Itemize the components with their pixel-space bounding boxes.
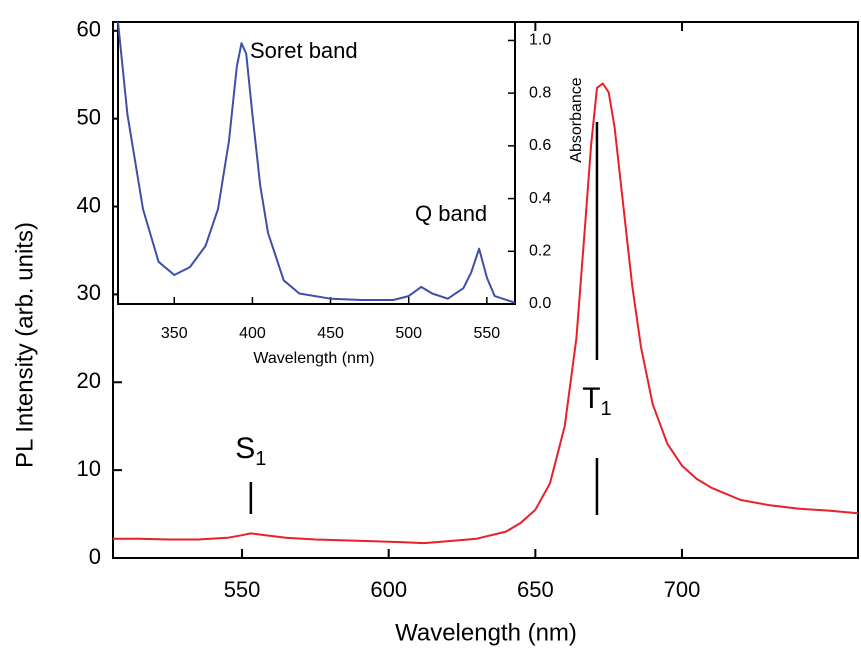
inset-y-tick-label: 0.4 xyxy=(529,190,551,207)
inset-x-axis-label: Wavelength (nm) xyxy=(253,350,374,367)
x-tick-label: 650 xyxy=(517,577,554,602)
data-line xyxy=(117,21,516,304)
y-tick-label: 20 xyxy=(77,368,101,393)
inset-annotation: Soret band xyxy=(250,38,358,63)
inset-y-tick-label: 0.2 xyxy=(529,243,551,260)
annotation-text: S xyxy=(235,432,255,465)
y-tick-label: 40 xyxy=(77,192,101,217)
inset-y-tick-label: 1.0 xyxy=(529,32,551,49)
inset-y-axis-label: Absorbance xyxy=(568,77,585,162)
annotation-subscript: 1 xyxy=(255,448,266,470)
annotation: S1 xyxy=(235,432,266,470)
y-tick-label: 10 xyxy=(77,456,101,481)
x-axis-label: Wavelength (nm) xyxy=(395,619,577,646)
y-tick-label: 30 xyxy=(77,280,101,305)
data-line xyxy=(113,82,859,545)
inset-annotation: Q band xyxy=(415,201,487,226)
y-tick-label: 50 xyxy=(77,104,101,129)
inset-y-tick-label: 0.0 xyxy=(529,295,551,312)
inset-x-tick-label: 450 xyxy=(317,325,344,342)
annotation: T1 xyxy=(582,382,611,420)
inset-background xyxy=(117,21,516,305)
x-tick-label: 550 xyxy=(224,577,261,602)
inset-y-tick-label: 0.6 xyxy=(529,137,551,154)
annotation-text: T xyxy=(582,382,600,415)
annotation-subscript: 1 xyxy=(601,398,612,420)
inset-x-tick-label: 550 xyxy=(474,325,501,342)
x-tick-label: 600 xyxy=(370,577,407,602)
y-tick-label: 60 xyxy=(77,17,101,42)
inset-x-tick-label: 500 xyxy=(395,325,422,342)
inset-y-tick-label: 0.8 xyxy=(529,84,551,101)
inset-x-tick-label: 400 xyxy=(239,325,266,342)
inset-x-tick-label: 350 xyxy=(161,325,188,342)
x-tick-label: 700 xyxy=(664,577,701,602)
y-axis-label: PL Intensity (arb. units) xyxy=(11,222,38,468)
y-tick-label: 0 xyxy=(89,544,101,569)
